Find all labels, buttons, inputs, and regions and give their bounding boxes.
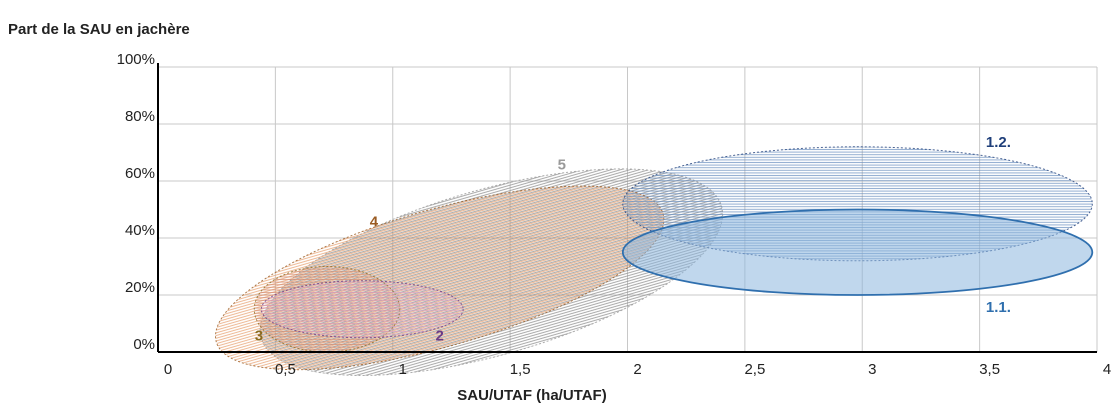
- x-tick-label: 1,5: [510, 361, 531, 378]
- y-tick-label: 20%: [125, 279, 155, 296]
- y-tick-label: 40%: [125, 222, 155, 239]
- y-tick-label: 100%: [117, 51, 155, 68]
- x-tick-label: 2: [633, 361, 641, 378]
- series-label: 3: [255, 328, 263, 345]
- series-ellipses: [215, 146, 1094, 376]
- y-axis-title: Part de la SAU en jachère: [8, 21, 190, 38]
- x-tick-labels: 0 0,5 1 1,5 2 2,5 3 3,5 4: [164, 361, 1111, 378]
- series-label: 4: [370, 214, 379, 231]
- y-tick-label: 0%: [133, 336, 155, 353]
- series-label: 1.2.: [986, 134, 1011, 151]
- x-tick-label: 1: [399, 361, 407, 378]
- y-tick-labels: 0% 20% 40% 60% 80% 100%: [117, 51, 155, 353]
- series-label: 1.1.: [986, 299, 1011, 316]
- x-tick-label: 4: [1103, 361, 1111, 378]
- x-tick-label: 0: [164, 361, 172, 378]
- series-label: 5: [558, 157, 566, 174]
- x-tick-label: 0,5: [275, 361, 296, 378]
- x-axis-title: SAU/UTAF (ha/UTAF): [457, 387, 606, 404]
- x-tick-label: 2,5: [744, 361, 765, 378]
- ellipse-series-1-1: [621, 208, 1094, 296]
- series-labels: 5 4 3 2 1.2. 1.1.: [255, 134, 1011, 345]
- ellipse-series-2: [260, 280, 464, 339]
- axes: [157, 63, 1097, 353]
- x-tick-label: 3,5: [979, 361, 1000, 378]
- y-tick-label: 60%: [125, 165, 155, 182]
- y-tick-label: 80%: [125, 108, 155, 125]
- series-label: 2: [436, 328, 444, 345]
- x-tick-label: 3: [868, 361, 876, 378]
